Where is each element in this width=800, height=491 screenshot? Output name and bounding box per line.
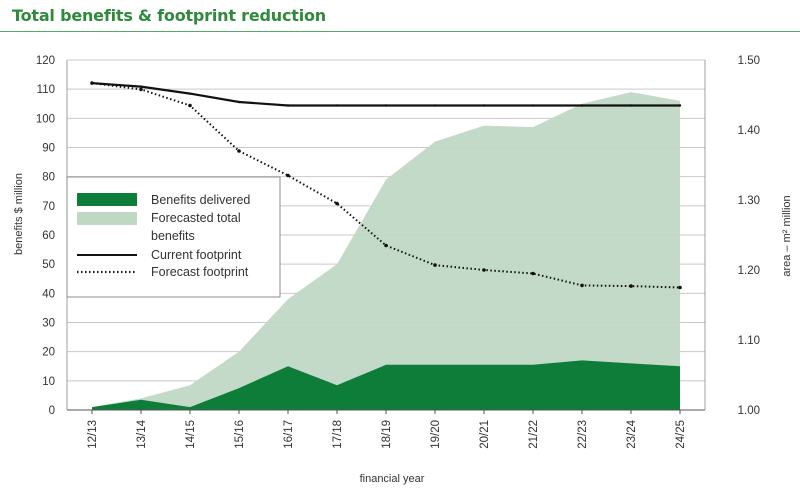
line-current-footprint-point xyxy=(237,100,241,104)
x-tick-label: 21/22 xyxy=(528,420,540,449)
line-forecast-footprint-point xyxy=(237,149,241,153)
x-tick-label: 18/19 xyxy=(381,420,393,449)
line-current-footprint-point xyxy=(188,92,192,95)
y-tick-label: 30 xyxy=(42,318,55,330)
legend-swatch-forecasted-total xyxy=(77,212,137,225)
line-current-footprint-point xyxy=(629,104,633,107)
area-series xyxy=(92,92,680,410)
x-tick-label: 19/20 xyxy=(430,420,442,449)
line-current-footprint-point xyxy=(580,104,584,107)
y-tick-label: 80 xyxy=(42,172,55,184)
y-tick-label: 60 xyxy=(42,230,55,242)
chart-title: Total benefits & footprint reduction xyxy=(12,6,326,25)
x-tick-label: 23/24 xyxy=(626,419,638,448)
x-tick-label: 12/13 xyxy=(87,420,99,449)
legend-swatch-benefits-delivered xyxy=(77,193,137,206)
y-tick-label: 70 xyxy=(42,201,55,213)
title-divider xyxy=(0,31,800,32)
area-forecasted-total-benefits xyxy=(92,92,680,410)
x-tick-label: 13/14 xyxy=(136,419,148,448)
legend-label-forecast-footprint: Forecast footprint xyxy=(151,265,249,279)
line-forecast-footprint-point xyxy=(286,173,290,178)
line-forecast-footprint-point xyxy=(678,285,682,290)
x-tick-label: 16/17 xyxy=(283,420,295,449)
line-forecast-footprint-point xyxy=(629,284,633,288)
x-tick-label: 14/15 xyxy=(185,420,197,449)
x-tick-label: 22/23 xyxy=(577,420,589,449)
line-forecast-footprint-point xyxy=(433,263,437,267)
y-tick-label: 110 xyxy=(37,84,55,96)
line-forecast-footprint-point xyxy=(139,87,143,92)
legend-label-current-footprint: Current footprint xyxy=(151,248,242,262)
x-axis-label: financial year xyxy=(360,473,425,485)
y-tick-label: 20 xyxy=(42,347,55,359)
legend-label-forecasted-total-line2: benefits xyxy=(151,229,195,243)
line-forecast-footprint-point xyxy=(482,268,486,272)
y-tick-label: 50 xyxy=(42,259,55,271)
y-tick-label: 90 xyxy=(42,143,55,155)
x-tick-label: 15/16 xyxy=(234,420,246,449)
x-tick-label: 20/21 xyxy=(479,420,491,449)
line-forecast-footprint-point xyxy=(90,81,94,85)
line-forecast-footprint-point xyxy=(384,243,388,248)
x-tick-label: 24/25 xyxy=(675,420,687,449)
line-current-footprint-point xyxy=(433,104,437,107)
y-tick-label: 100 xyxy=(36,113,55,125)
line-current-footprint-point xyxy=(335,104,339,107)
line-forecast-footprint-point xyxy=(335,201,339,206)
y2-tick-label: 1.20 xyxy=(738,265,760,277)
y-tick-label: 40 xyxy=(42,288,55,300)
y-tick-label: 0 xyxy=(49,405,55,417)
line-current-footprint-point xyxy=(384,104,388,107)
line-current-footprint-point xyxy=(531,104,535,107)
right-axis-ticks: 1.00 1.10 1.20 1.30 1.40 1.50 xyxy=(738,55,760,417)
line-current-footprint-point xyxy=(139,85,143,88)
x-tick-label: 17/18 xyxy=(332,420,344,449)
y-axis-label: benefits $ million xyxy=(13,173,25,255)
line-current-footprint-point xyxy=(678,104,682,107)
y2-tick-label: 1.40 xyxy=(738,125,760,137)
line-forecast-footprint-point xyxy=(580,283,584,288)
y-tick-label: 120 xyxy=(36,55,55,67)
line-forecast-footprint-point xyxy=(188,103,192,108)
left-axis-ticks: 0 10 20 30 40 50 60 70 80 90 100 110 120 xyxy=(36,55,55,417)
y2-tick-label: 1.00 xyxy=(738,405,760,417)
y2-tick-label: 1.50 xyxy=(738,55,760,67)
line-forecast-footprint-point xyxy=(531,271,535,276)
legend-label-forecasted-total: Forecasted total xyxy=(151,211,241,225)
y-tick-label: 10 xyxy=(42,376,55,388)
legend-label-benefits-delivered: Benefits delivered xyxy=(151,193,250,207)
y2-axis-label: area – m² million xyxy=(781,195,793,276)
line-series xyxy=(90,81,682,290)
legend: Benefits delivered Forecasted total bene… xyxy=(66,176,281,298)
x-axis-ticks: 12/13 13/14 14/15 15/16 16/17 17/18 18/19 19/20… xyxy=(87,410,687,449)
y2-tick-label: 1.30 xyxy=(738,195,760,207)
area-benefits-delivered xyxy=(92,360,680,410)
line-current-footprint-point xyxy=(482,104,486,107)
y2-tick-label: 1.10 xyxy=(738,335,760,347)
line-current-footprint-point xyxy=(286,104,290,107)
